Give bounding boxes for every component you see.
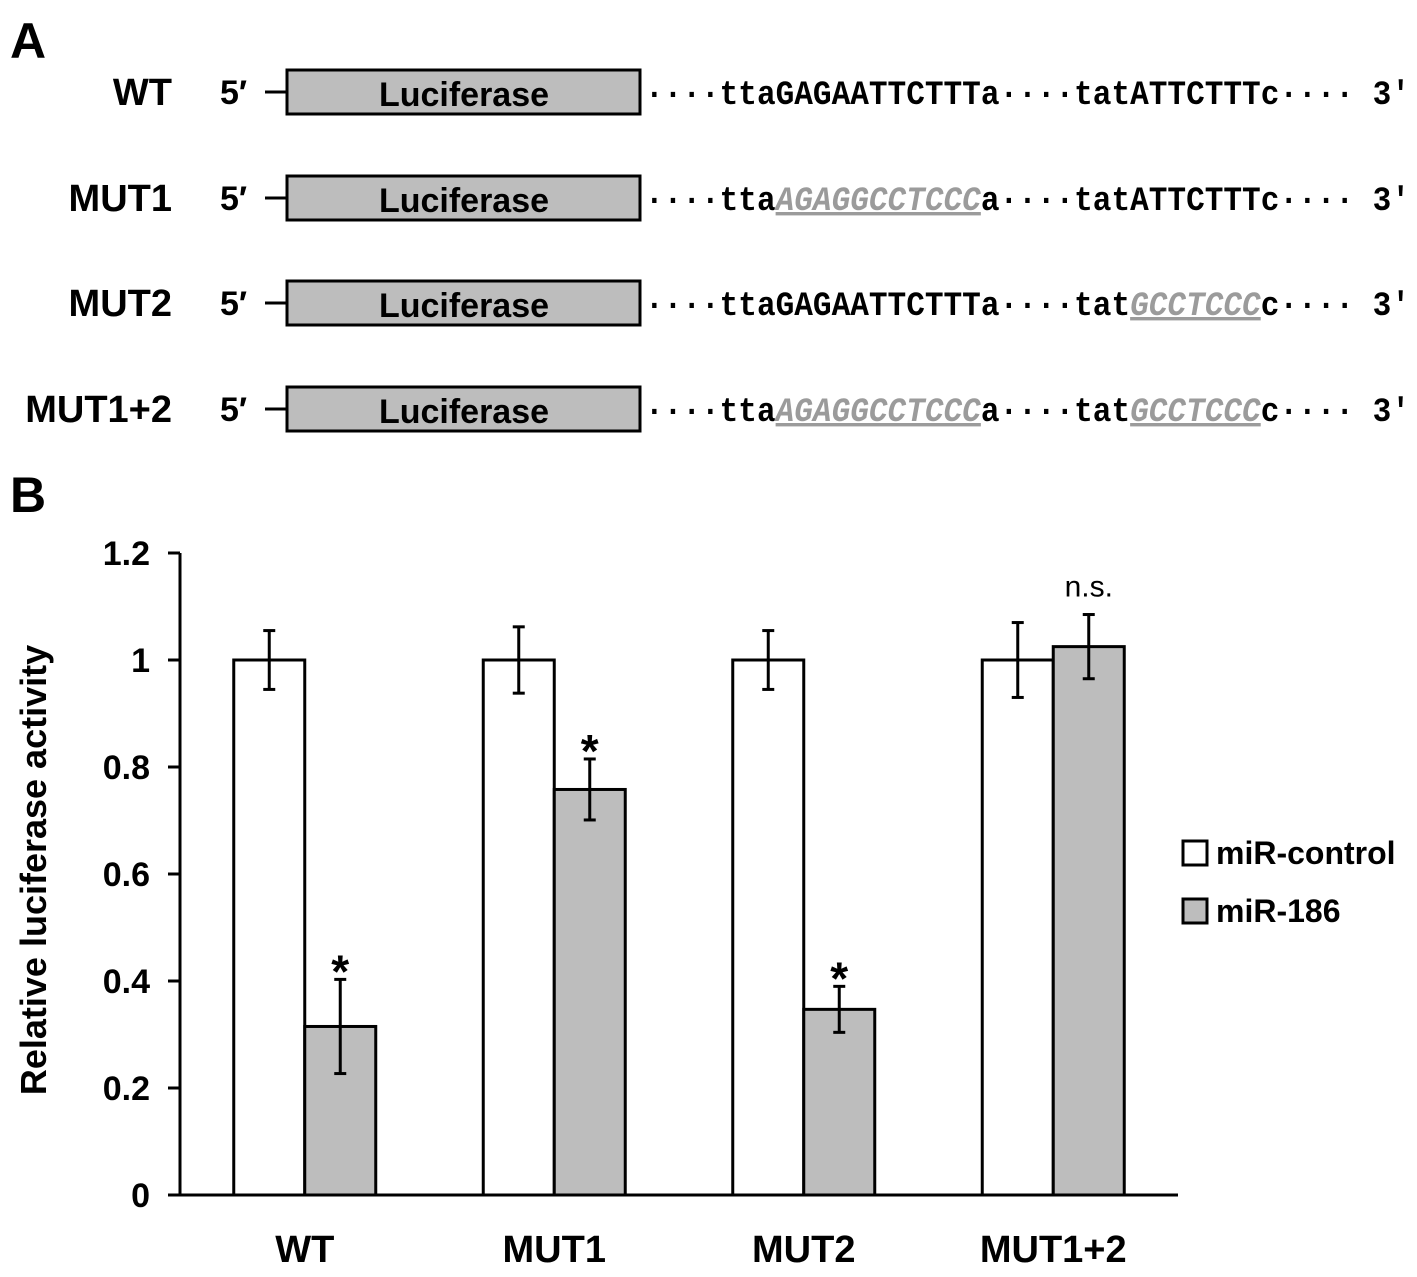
construct-row: WT 5′ Luciferase ····ttaGAGAATTCTTTa····tat… (113, 68, 1410, 116)
panel-b-letter: B (10, 467, 46, 523)
construct-name: MUT1 (69, 178, 172, 220)
utr-sequence: ····ttaGAGAATTCTTTa····tatATTCTTTc···· 3… (645, 77, 1410, 115)
y-tick-label: 1 (131, 642, 150, 680)
y-tick-label: 0.2 (103, 1070, 150, 1108)
construct-row: MUT1 5′ Luciferase ····ttaAGAGGCCTCCCa····t… (69, 174, 1410, 222)
y-axis-label: Relative luciferase activity (13, 645, 54, 1095)
panel-a-letter: A (10, 13, 46, 69)
construct-row: MUT2 5′ Luciferase ····ttaGAGAATTCTTTa····t… (69, 279, 1410, 327)
y-tick-label: 0.8 (103, 749, 150, 787)
bar-chart: 0 0.2 0.4 0.6 0.8 1 1.2 * WT * MUT1 * MUT2 n.s. MUT1+2 (103, 535, 1178, 1271)
legend-swatch-miR-control (1181, 839, 1209, 867)
luciferase-box (285, 174, 642, 222)
y-tick-label: 0.4 (103, 963, 150, 1001)
significance-label: * (581, 725, 599, 777)
significance-label: * (830, 952, 848, 1004)
construct-name: WT (113, 72, 172, 114)
y-tick-label: 1.2 (103, 535, 150, 573)
x-tick-label: MUT1+2 (980, 1229, 1127, 1271)
bar-miR-186-MUT2 (802, 1007, 877, 1197)
legend: miR-control miR-186 (1181, 835, 1396, 929)
luciferase-label: Luciferase (379, 287, 549, 325)
legend-label-miR-186: miR-186 (1216, 893, 1341, 929)
bar-miR-control-WT (232, 658, 307, 1197)
luciferase-label: Luciferase (379, 182, 549, 220)
legend-label-miR-control: miR-control (1216, 835, 1396, 871)
bar-miR-control-MUT2 (731, 658, 806, 1197)
x-tick-label: MUT2 (752, 1229, 855, 1271)
five-prime-label: 5′ (220, 285, 247, 323)
bar-miR-186-MUT1 (552, 787, 627, 1197)
panel-a: A WT 5′ Luciferase ····ttaGAGAATTCTTTa····t… (10, 13, 1410, 433)
luciferase-box (285, 385, 642, 433)
bar-miR-186-MUT1+2 (1051, 645, 1126, 1197)
panel-b: B Relative luciferase activity 0 0.2 0.4 0.… (10, 467, 1396, 1271)
luciferase-box (285, 279, 642, 327)
y-tick-label: 0.6 (103, 856, 150, 894)
utr-sequence: ····ttaGAGAATTCTTTa····tatGCCTCCCc···· 3… (645, 288, 1410, 326)
luciferase-box (285, 68, 642, 116)
luciferase-label: Luciferase (379, 393, 549, 431)
five-prime-label: 5′ (220, 391, 247, 429)
construct-name: MUT1+2 (25, 389, 172, 431)
y-tick-label: 0 (131, 1177, 150, 1215)
utr-sequence: ····ttaAGAGGCCTCCCa····tatATTCTTTc···· 3… (645, 183, 1410, 221)
legend-swatch-miR-186 (1181, 897, 1209, 925)
luciferase-label: Luciferase (379, 76, 549, 114)
significance-label: n.s. (1065, 571, 1113, 604)
construct-row: MUT1+2 5′ Luciferase ····ttaAGAGGCCTCCCa···… (25, 385, 1410, 433)
x-tick-label: WT (275, 1229, 334, 1271)
five-prime-label: 5′ (220, 74, 247, 112)
bar-miR-control-MUT1 (481, 658, 556, 1197)
significance-label: * (331, 945, 349, 997)
construct-name: MUT2 (69, 283, 172, 325)
bar-miR-control-MUT1+2 (980, 658, 1055, 1197)
utr-sequence: ····ttaAGAGGCCTCCCa····tatGCCTCCCc···· 3… (645, 394, 1410, 432)
x-tick-label: MUT1 (503, 1229, 606, 1271)
five-prime-label: 5′ (220, 180, 247, 218)
